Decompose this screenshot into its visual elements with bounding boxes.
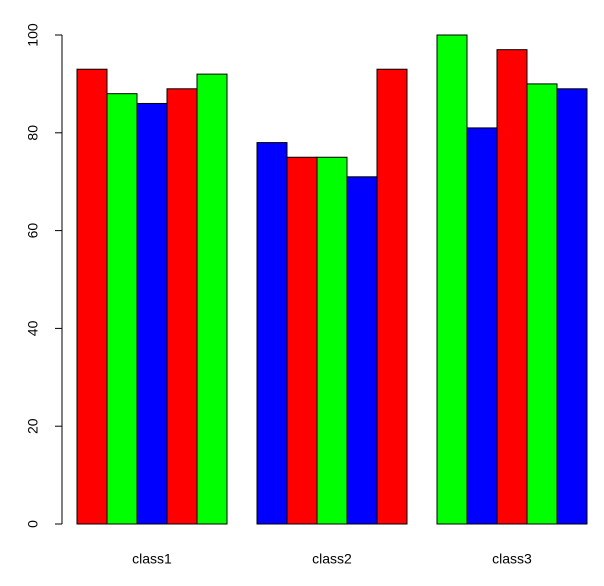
bar — [316, 156, 348, 525]
bar — [526, 83, 558, 525]
bar — [286, 156, 318, 525]
bar — [556, 88, 588, 525]
bar — [76, 68, 108, 525]
bar — [196, 73, 228, 525]
y-tick-label: 80 — [25, 125, 41, 141]
x-tick-label: class3 — [492, 551, 532, 567]
y-tick-label: 60 — [25, 223, 41, 239]
bar — [466, 127, 498, 525]
bar — [256, 142, 288, 525]
y-tick-label: 100 — [25, 23, 41, 47]
y-tick-label: 20 — [25, 418, 41, 434]
bar — [496, 49, 528, 525]
x-tick-label: class1 — [132, 551, 172, 567]
bar — [136, 102, 168, 525]
bar — [376, 68, 408, 525]
y-tick-label: 40 — [25, 320, 41, 336]
bar — [166, 88, 198, 525]
y-tick-label: 0 — [25, 520, 41, 528]
bar — [106, 93, 138, 525]
bar — [346, 176, 378, 525]
bar — [436, 34, 468, 525]
x-tick-label: class2 — [312, 551, 352, 567]
